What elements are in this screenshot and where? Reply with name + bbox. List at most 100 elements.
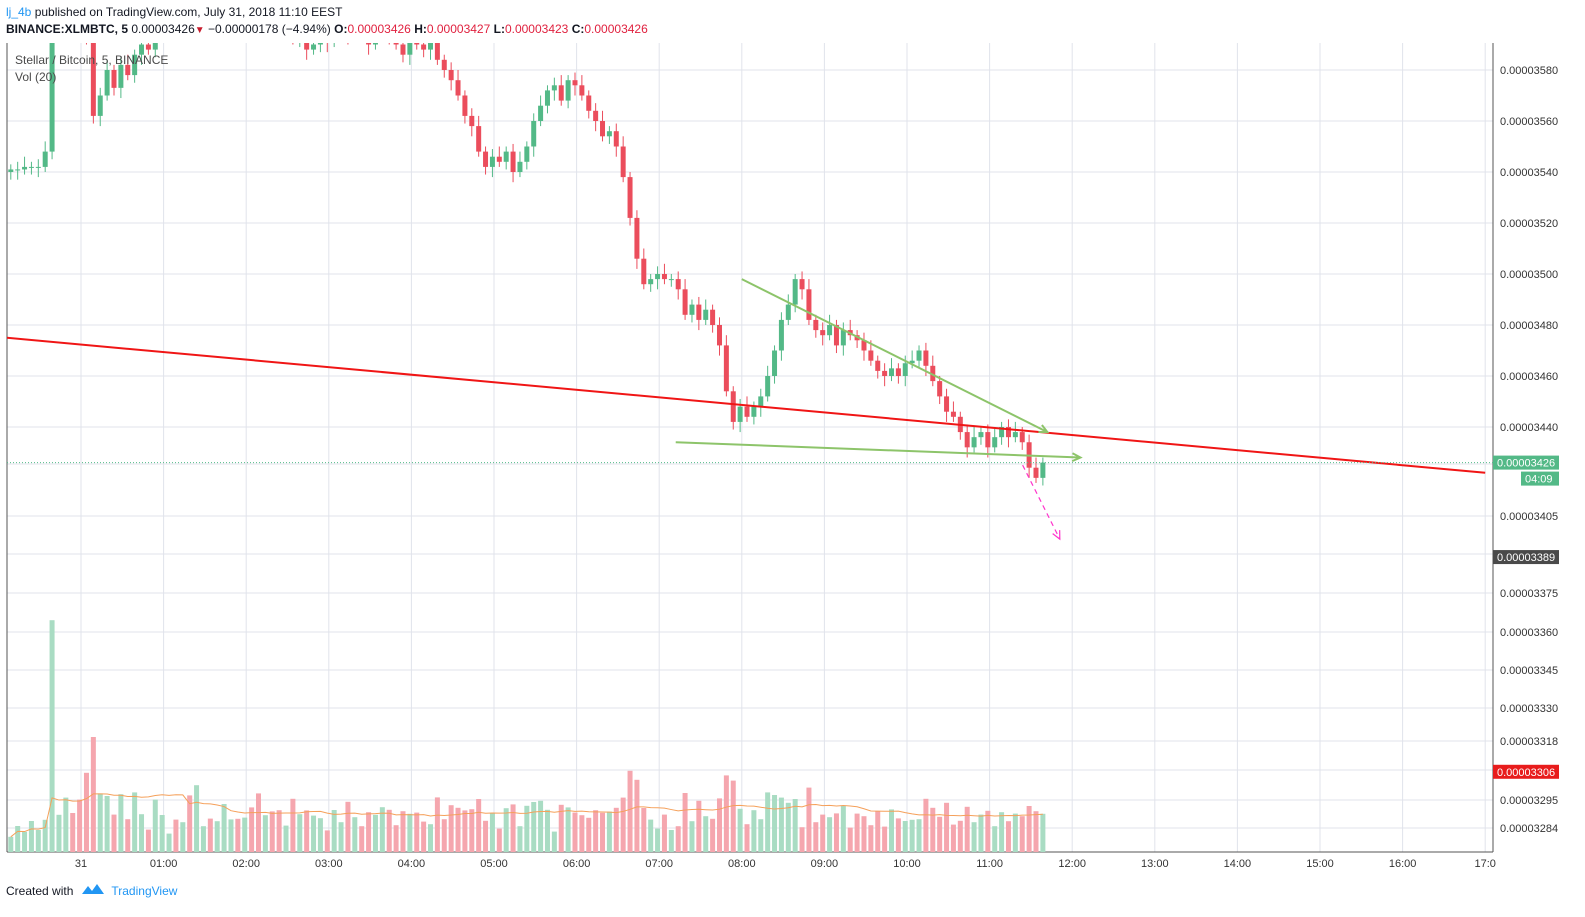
candle-body: [428, 43, 434, 50]
y-tick-label: 0.00003295: [1500, 795, 1558, 807]
candle-body: [400, 44, 406, 55]
low-label: L:: [493, 22, 505, 36]
volume-bar: [558, 804, 564, 852]
candle-body: [937, 381, 943, 397]
volume-bar: [957, 820, 963, 852]
candle-body: [572, 80, 578, 86]
volume-bar: [118, 794, 124, 852]
volume-bar: [28, 821, 34, 852]
volume-bar: [70, 813, 76, 852]
volume-bar: [434, 797, 440, 852]
candle-body: [661, 274, 667, 280]
candle-body: [944, 396, 950, 412]
volume-bar: [916, 819, 922, 852]
volume-bar: [111, 814, 117, 852]
volume-bar: [414, 812, 420, 852]
candle-body: [90, 43, 96, 116]
volume-bar: [22, 831, 28, 852]
volume-bar: [806, 787, 812, 852]
volume-bar: [269, 811, 275, 852]
x-tick-label: 14:00: [1224, 858, 1252, 870]
candle-body: [317, 43, 323, 45]
volume-bar: [868, 825, 874, 852]
volume-legend[interactable]: Vol (20): [15, 70, 57, 84]
y-tick-label: 0.00003345: [1500, 665, 1558, 677]
candle-body: [875, 360, 881, 371]
volume-bar: [8, 836, 14, 852]
candle-body: [716, 325, 722, 346]
volume-bar: [1026, 806, 1032, 852]
volume-bar: [813, 822, 819, 852]
candle-body: [434, 43, 440, 60]
volume-bar: [441, 819, 447, 852]
candle-body: [448, 70, 454, 81]
volume-bar: [799, 827, 805, 852]
volume-bar: [579, 815, 585, 852]
candle-body: [813, 319, 819, 331]
candle-body: [531, 121, 537, 147]
volume-bar: [393, 825, 399, 852]
author-link[interactable]: lj_4b: [6, 5, 32, 19]
volume-bar: [489, 813, 495, 852]
candle-body: [125, 64, 131, 76]
x-tick-label: 06:00: [563, 858, 591, 870]
candle-body: [751, 406, 757, 417]
candle-body: [641, 258, 647, 285]
price-tag: [1493, 764, 1559, 779]
volume-bar: [689, 821, 695, 852]
volume-bar: [421, 821, 427, 852]
candle-body: [97, 95, 103, 116]
y-tick-label: 0.00003560: [1500, 116, 1558, 128]
volume-bar: [538, 800, 544, 852]
volume-bar: [820, 814, 826, 852]
tradingview-link[interactable]: TradingView: [111, 883, 178, 898]
price-tag: [1521, 471, 1559, 486]
open-label: O:: [334, 22, 348, 36]
volume-bar: [35, 830, 41, 852]
high-value: 0.00003427: [426, 22, 491, 36]
candle-body: [524, 146, 530, 162]
candle-body: [723, 345, 729, 392]
candle-body: [868, 350, 874, 361]
y-tick-label: 0.00003500: [1500, 269, 1558, 281]
volume-bar: [49, 620, 55, 852]
candle-body: [799, 279, 805, 290]
volume-bar: [744, 824, 750, 852]
x-tick-label: 31: [75, 858, 87, 870]
candle-body: [517, 161, 523, 172]
candle-body: [655, 274, 661, 280]
candle-body: [785, 304, 791, 320]
price-tag-label: 0.00003389: [1497, 552, 1555, 564]
volume-bar: [448, 805, 454, 852]
candle-body: [696, 304, 702, 320]
volume-bar: [909, 819, 915, 852]
triangle-arrow: [675, 441, 1081, 459]
y-tick-label: 0.00003460: [1500, 371, 1558, 383]
candle-body: [311, 44, 317, 50]
candle-body: [820, 330, 826, 336]
volume-bar: [496, 828, 502, 852]
volume-bar: [620, 797, 626, 852]
series-legend[interactable]: Stellar / Bitcoin, 5, BINANCE: [15, 53, 169, 67]
volume-bar: [132, 792, 138, 852]
candle-body: [648, 279, 654, 285]
candle-body: [600, 121, 606, 137]
volume-bar: [173, 819, 179, 852]
ohlc-line: BINANCE:XLMBTC, 5 0.00003426▼ −0.0000017…: [6, 22, 648, 38]
candle-body: [730, 391, 736, 422]
low-value: 0.00003423: [504, 22, 569, 36]
publish-line: lj_4b published on TradingView.com, July…: [6, 5, 342, 19]
arrowhead-icon: [1038, 424, 1050, 434]
candle-body: [689, 304, 695, 315]
y-tick-label: 0.00003440: [1500, 422, 1558, 434]
volume-bar: [792, 799, 798, 852]
candle-body: [765, 376, 771, 397]
volume-bar: [152, 799, 158, 852]
candle-body: [469, 115, 475, 127]
candle-body: [1033, 467, 1039, 478]
y-tick-label: 0.00003284: [1500, 823, 1558, 835]
volume-bar: [648, 819, 654, 852]
candle-body: [476, 126, 482, 152]
volume-bar: [751, 810, 757, 852]
